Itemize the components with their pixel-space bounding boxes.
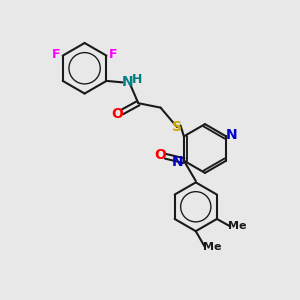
Text: O: O bbox=[154, 148, 166, 162]
Text: F: F bbox=[109, 48, 117, 61]
Text: Me: Me bbox=[203, 242, 221, 252]
Text: N: N bbox=[172, 154, 184, 169]
Text: N: N bbox=[226, 128, 238, 142]
Text: H: H bbox=[132, 73, 142, 86]
Text: N: N bbox=[122, 75, 134, 89]
Text: S: S bbox=[172, 120, 182, 134]
Text: F: F bbox=[52, 48, 60, 61]
Text: O: O bbox=[112, 106, 123, 121]
Text: Me: Me bbox=[228, 221, 247, 231]
